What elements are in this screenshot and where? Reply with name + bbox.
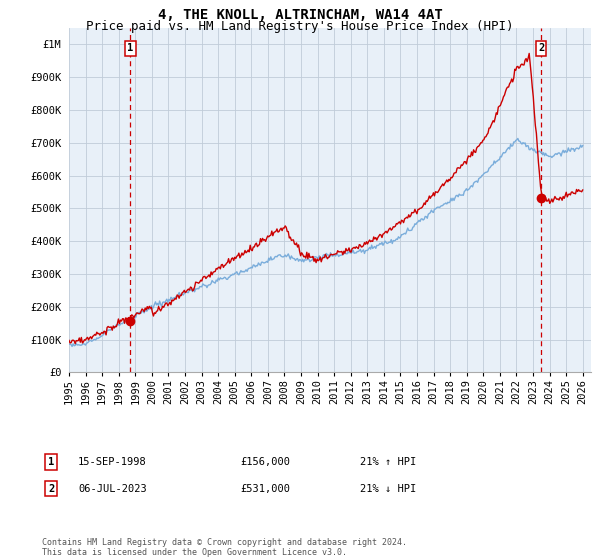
Text: 1: 1 [48, 457, 54, 467]
Text: Contains HM Land Registry data © Crown copyright and database right 2024.
This d: Contains HM Land Registry data © Crown c… [42, 538, 407, 557]
Text: 21% ↑ HPI: 21% ↑ HPI [360, 457, 416, 467]
Text: 06-JUL-2023: 06-JUL-2023 [78, 484, 147, 494]
Text: 15-SEP-1998: 15-SEP-1998 [78, 457, 147, 467]
Text: 21% ↓ HPI: 21% ↓ HPI [360, 484, 416, 494]
Text: 4, THE KNOLL, ALTRINCHAM, WA14 4AT: 4, THE KNOLL, ALTRINCHAM, WA14 4AT [158, 8, 442, 22]
Text: 2: 2 [538, 44, 544, 54]
Text: £156,000: £156,000 [240, 457, 290, 467]
Text: 2: 2 [48, 484, 54, 494]
Text: £531,000: £531,000 [240, 484, 290, 494]
Text: 1: 1 [127, 44, 134, 54]
Text: Price paid vs. HM Land Registry's House Price Index (HPI): Price paid vs. HM Land Registry's House … [86, 20, 514, 32]
